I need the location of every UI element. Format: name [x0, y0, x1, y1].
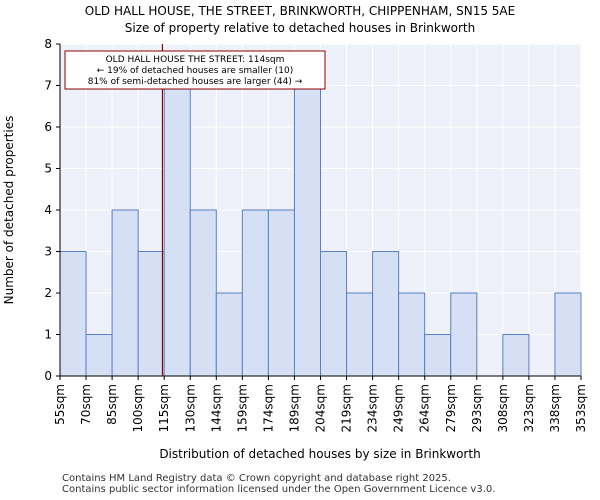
x-tick-label: 338sqm — [548, 384, 562, 432]
histogram-bar — [59, 251, 87, 377]
x-tick-label: 264sqm — [418, 384, 432, 432]
x-tick-labels: 55sqm 70sqm 85sqm 100sqm 115sqm 130sqm 144sqm 1… — [53, 376, 588, 432]
x-tick-label: 70sqm — [79, 384, 93, 425]
histogram-bar — [398, 292, 426, 377]
x-tick-label: 115sqm — [157, 384, 171, 432]
histogram-bar — [293, 85, 322, 377]
x-tick-label: 204sqm — [314, 384, 328, 432]
annotation-line-1: OLD HALL HOUSE THE STREET: 114sqm — [106, 55, 285, 65]
x-tick-label: 144sqm — [209, 384, 223, 432]
histogram-bar — [424, 334, 452, 377]
y-tick-label: 1 — [44, 328, 52, 342]
histogram-bar — [163, 85, 191, 377]
x-tick-label: 189sqm — [287, 384, 301, 432]
annotation-border — [64, 50, 326, 90]
x-tick-label: 293sqm — [470, 384, 484, 432]
x-tick-label: 308sqm — [496, 384, 510, 432]
histogram-bar — [241, 209, 269, 377]
annotation-box: OLD HALL HOUSE THE STREET: 114sqm ← 19% … — [64, 50, 326, 90]
x-tick-label: 219sqm — [340, 384, 354, 432]
y-tick-label: 6 — [44, 120, 52, 134]
chart-subtitle: Size of property relative to detached ho… — [125, 21, 476, 35]
histogram-bar — [450, 292, 478, 377]
x-tick-label: 55sqm — [53, 384, 67, 425]
x-axis-label: Distribution of detached houses by size … — [159, 447, 480, 461]
y-tick-label: 8 — [44, 37, 52, 51]
y-tick-labels: 0 1 2 3 4 5 6 7 8 — [44, 37, 60, 383]
histogram-bar — [346, 292, 374, 377]
annotation-line-2: ← 19% of detached houses are smaller (10… — [97, 66, 294, 76]
x-tick-label: 249sqm — [392, 384, 406, 432]
histogram-bar — [137, 251, 165, 377]
footer-line-2: Contains public sector information licen… — [62, 484, 496, 495]
x-tick-label: 85sqm — [105, 384, 119, 425]
histogram-bar — [85, 334, 113, 377]
y-tick-label: 7 — [44, 79, 52, 93]
x-tick-label: 159sqm — [235, 384, 249, 432]
histogram-bar — [554, 292, 582, 377]
footer-line-1: Contains HM Land Registry data © Crown c… — [62, 473, 451, 484]
histogram-bar — [502, 334, 530, 377]
histogram-bar — [372, 251, 400, 377]
histogram-bar — [320, 251, 348, 377]
y-tick-label: 4 — [44, 203, 52, 217]
annotation-line-3: 81% of semi-detached houses are larger (… — [88, 77, 303, 87]
histogram-bar — [189, 209, 217, 377]
y-tick-label: 2 — [44, 286, 52, 300]
y-axis-label: Number of detached properties — [2, 116, 16, 305]
chart-title: OLD HALL HOUSE, THE STREET, BRINKWORTH, … — [85, 4, 515, 18]
x-tick-label: 234sqm — [366, 384, 380, 432]
histogram-bar — [215, 292, 243, 377]
histogram-bar — [111, 209, 139, 377]
y-tick-label: 3 — [44, 245, 52, 259]
x-tick-label: 323sqm — [522, 384, 536, 432]
x-tick-label: 279sqm — [444, 384, 458, 432]
x-tick-label: 130sqm — [183, 384, 197, 432]
y-tick-label: 5 — [44, 162, 52, 176]
bars — [59, 85, 582, 377]
histogram-bar — [267, 209, 295, 377]
x-tick-label: 174sqm — [261, 384, 275, 432]
x-tick-label: 353sqm — [574, 384, 588, 432]
y-tick-label: 0 — [44, 369, 52, 383]
x-tick-label: 100sqm — [131, 384, 145, 432]
